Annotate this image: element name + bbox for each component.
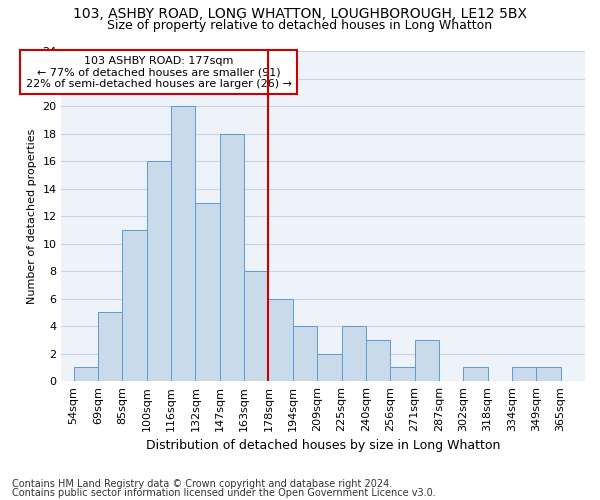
- Bar: [390, 368, 415, 381]
- Bar: [512, 368, 536, 381]
- Bar: [463, 368, 488, 381]
- Bar: [317, 354, 341, 381]
- Bar: [196, 202, 220, 381]
- Bar: [147, 162, 171, 381]
- Bar: [98, 312, 122, 381]
- Bar: [366, 340, 390, 381]
- X-axis label: Distribution of detached houses by size in Long Whatton: Distribution of detached houses by size …: [146, 440, 500, 452]
- Bar: [293, 326, 317, 381]
- Bar: [268, 299, 293, 381]
- Text: Contains HM Land Registry data © Crown copyright and database right 2024.: Contains HM Land Registry data © Crown c…: [12, 479, 392, 489]
- Bar: [415, 340, 439, 381]
- Bar: [122, 230, 147, 381]
- Bar: [536, 368, 560, 381]
- Bar: [171, 106, 196, 381]
- Y-axis label: Number of detached properties: Number of detached properties: [27, 128, 37, 304]
- Text: 103 ASHBY ROAD: 177sqm
← 77% of detached houses are smaller (91)
22% of semi-det: 103 ASHBY ROAD: 177sqm ← 77% of detached…: [26, 56, 292, 88]
- Text: Contains public sector information licensed under the Open Government Licence v3: Contains public sector information licen…: [12, 488, 436, 498]
- Bar: [341, 326, 366, 381]
- Text: Size of property relative to detached houses in Long Whatton: Size of property relative to detached ho…: [107, 19, 493, 32]
- Bar: [244, 272, 268, 381]
- Text: 103, ASHBY ROAD, LONG WHATTON, LOUGHBOROUGH, LE12 5BX: 103, ASHBY ROAD, LONG WHATTON, LOUGHBORO…: [73, 8, 527, 22]
- Bar: [74, 368, 98, 381]
- Bar: [220, 134, 244, 381]
